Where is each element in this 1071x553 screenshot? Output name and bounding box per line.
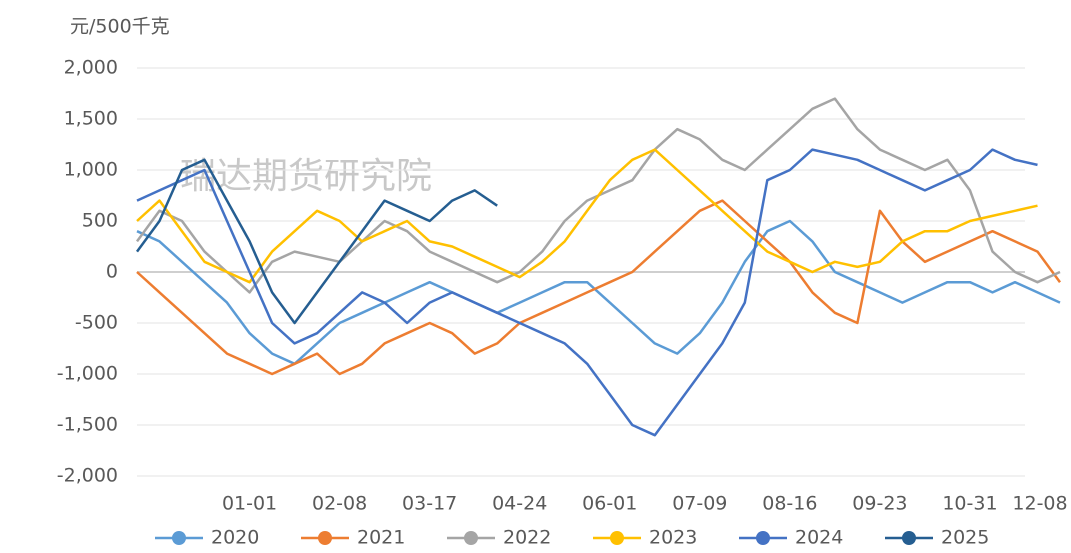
series-line (136, 219, 1061, 366)
legend-marker (172, 531, 186, 545)
y-tick-label: 2,000 (64, 57, 118, 79)
y-tick-label: -2,000 (57, 465, 118, 487)
watermark: 瑞达期货研究院 (180, 156, 432, 197)
series-line (135, 158, 498, 325)
legend-marker (318, 531, 332, 545)
legend-marker (610, 531, 624, 545)
legend-label: 2022 (503, 527, 551, 549)
legend-label: 2024 (795, 527, 843, 549)
x-tick-label: 02-08 (312, 493, 367, 515)
y-tick-label: -1,000 (57, 363, 118, 385)
legend-label: 2021 (357, 527, 405, 549)
y-tick-label: 0 (106, 261, 118, 283)
series-line (136, 148, 1038, 437)
series-line (136, 148, 1038, 284)
x-tick-label: 12-08 (1012, 493, 1067, 515)
legend-label: 2020 (211, 527, 259, 549)
y-tick-label: 1,500 (64, 108, 118, 130)
legend-marker (902, 531, 916, 545)
y-tick-label: 1,000 (64, 159, 118, 181)
y-axis-label: 元/500千克 (70, 16, 170, 38)
x-tick-label: 01-01 (222, 493, 277, 515)
x-tick-label: 09-23 (852, 493, 907, 515)
x-tick-label: 03-17 (402, 493, 457, 515)
legend-label: 2023 (649, 527, 697, 549)
x-tick-label: 10-31 (942, 493, 997, 515)
x-tick-label: 06-01 (582, 493, 637, 515)
x-tick-label: 08-16 (762, 493, 817, 515)
series-line (136, 199, 1062, 376)
y-tick-label: -1,500 (57, 414, 118, 436)
legend-marker (756, 531, 770, 545)
legend-label: 2025 (941, 527, 989, 549)
x-tick-label: 04-24 (492, 493, 547, 515)
y-tick-label: 500 (82, 210, 118, 232)
x-tick-label: 07-09 (672, 493, 727, 515)
y-tick-label: -500 (75, 312, 118, 334)
legend-marker (464, 531, 478, 545)
